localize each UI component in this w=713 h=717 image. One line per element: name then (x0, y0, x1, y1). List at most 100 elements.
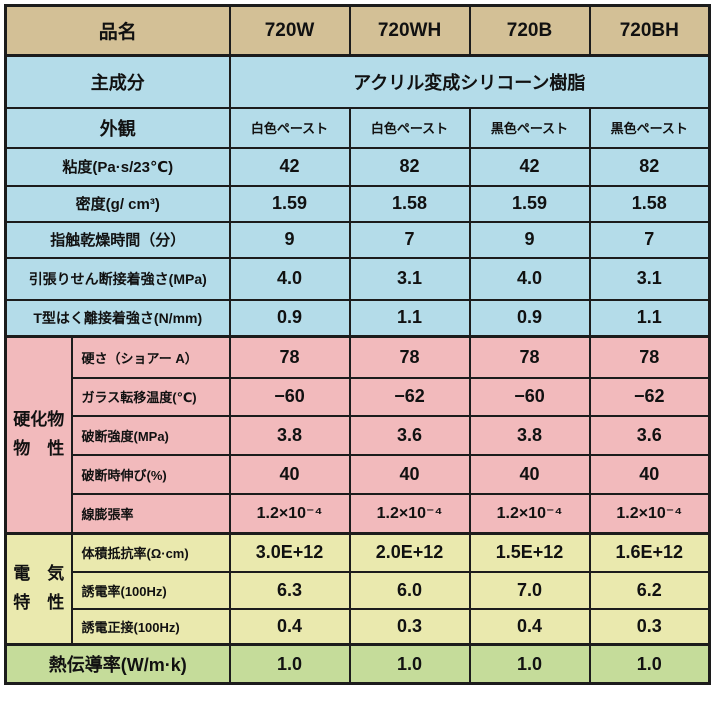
value-cell: 0.9 (468, 298, 591, 338)
row-elongation: 破断時伸び(%) 40 40 40 40 (6, 453, 711, 495)
row-label: 外観 (4, 106, 231, 149)
value-cell: 0.3 (588, 607, 711, 646)
value-cell: 82 (588, 146, 711, 187)
value-cell: 3.6 (588, 414, 711, 456)
row-t-peel-strength: T型はく離接着強さ(N/mm) 0.9 1.1 0.9 1.1 (4, 298, 711, 338)
value-cell: 1.58 (348, 184, 471, 223)
row-hardness: 硬化物 物 性 硬さ（ショアー A） 78 78 78 78 (4, 335, 711, 535)
value-cell: 1.0 (348, 643, 471, 685)
value-cell: 3.8 (228, 414, 351, 456)
row-label: T型はく離接着強さ(N/mm) (4, 298, 231, 338)
row-tack-free-time: 指触乾燥時間（分） 9 7 9 7 (4, 220, 711, 259)
row-label: 体積抵抗率(Ω·cm) (70, 532, 231, 573)
value-cell: 1.58 (588, 184, 711, 223)
group-label-line: 硬化物 (13, 410, 65, 430)
row-label: 誘電正接(100Hz) (70, 607, 231, 646)
value-cell: 78 (588, 335, 711, 379)
value-cell: 40 (348, 453, 471, 495)
group-label-line: 特 性 (13, 593, 65, 612)
value-cell: 3.1 (348, 256, 471, 301)
row-label: 線膨張率 (70, 492, 231, 535)
row-label: 破断強度(MPa) (70, 414, 231, 456)
row-label: 指触乾燥時間（分） (4, 220, 231, 259)
group-label-line: 物 性 (13, 439, 65, 458)
value-cell: 4.0 (228, 256, 351, 301)
value-cell: −62 (588, 376, 711, 417)
value-cell: 3.8 (468, 414, 591, 456)
value-cell: 1.59 (228, 184, 351, 223)
value-cell: 白色ペースト (228, 106, 351, 149)
product-name-label: 品名 (4, 4, 231, 57)
row-label: 密度(g/ cm³) (4, 184, 231, 223)
row-lap-shear-strength: 引張りせん断接着強さ(MPa) 4.0 3.1 4.0 3.1 (4, 256, 711, 301)
value-cell: 白色ペースト (348, 106, 471, 149)
product-header: 720B (468, 4, 591, 57)
value-cell: 0.9 (228, 298, 351, 338)
value-cell: 黒色ペースト (468, 106, 591, 149)
row-label: 誘電率(100Hz) (70, 570, 231, 610)
value-cell: 40 (228, 453, 351, 495)
row-volume-resistivity: 電 気 特 性 体積抵抗率(Ω·cm) 3.0E+12 2.0E+12 1.5E… (4, 532, 711, 646)
product-header: 720WH (348, 4, 471, 57)
value-cell: 1.0 (228, 643, 351, 685)
value-cell: 0.4 (228, 607, 351, 646)
value-cell: 6.3 (228, 570, 351, 610)
value-cell: 2.0E+12 (348, 532, 471, 573)
value-cell: 3.0E+12 (228, 532, 351, 573)
value-cell: 黒色ペースト (588, 106, 711, 149)
row-viscosity: 粘度(Pa·s/23℃) 42 82 42 82 (4, 146, 711, 187)
value-cell: −60 (228, 376, 351, 417)
value-cell: 1.1 (588, 298, 711, 338)
row-label: 主成分 (4, 54, 231, 109)
value-cell: 6.2 (588, 570, 711, 610)
value-cell: 0.4 (468, 607, 591, 646)
product-header: 720W (228, 4, 351, 57)
row-tensile-strength: 破断強度(MPa) 3.8 3.6 3.8 3.6 (6, 414, 711, 456)
value-cell: 40 (588, 453, 711, 495)
value-cell: 42 (228, 146, 351, 187)
value-cell: −62 (348, 376, 471, 417)
row-label: 引張りせん断接着強さ(MPa) (4, 256, 231, 301)
value-cell: 1.1 (348, 298, 471, 338)
row-dissipation-factor: 誘電正接(100Hz) 0.4 0.3 0.4 0.3 (6, 607, 711, 646)
value-cell: 1.2×10⁻⁴ (228, 492, 351, 535)
value-cell: 6.0 (348, 570, 471, 610)
value-cell: 7 (588, 220, 711, 259)
value-cell: 78 (348, 335, 471, 379)
value-cell: 78 (468, 335, 591, 379)
value-cell: 1.2×10⁻⁴ (348, 492, 471, 535)
row-label: ガラス転移温度(℃) (70, 376, 231, 417)
value-cell: 0.3 (348, 607, 471, 646)
value-cell: 7.0 (468, 570, 591, 610)
row-product-name: 品名 720W 720WH 720B 720BH (4, 4, 711, 57)
product-spec-table: 品名 720W 720WH 720B 720BH 主成分 アクリル変成シリコーン… (4, 4, 712, 685)
row-cte: 線膨張率 1.2×10⁻⁴ 1.2×10⁻⁴ 1.2×10⁻⁴ 1.2×10⁻⁴ (6, 492, 711, 535)
value-cell: 42 (468, 146, 591, 187)
value-cell: 3.1 (588, 256, 711, 301)
value-cell: 1.0 (588, 643, 711, 685)
row-main-component: 主成分 アクリル変成シリコーン樹脂 (4, 54, 711, 109)
value-cell: 82 (348, 146, 471, 187)
value-cell: 9 (228, 220, 351, 259)
group-label-electrical-properties: 電 気 特 性 (4, 532, 73, 646)
row-label: 硬さ（ショアー A） (70, 335, 231, 379)
value-cell: 1.0 (468, 643, 591, 685)
row-thermal-conductivity: 熱伝導率(W/m·k) 1.0 1.0 1.0 1.0 (4, 643, 711, 685)
value-cell: 4.0 (468, 256, 591, 301)
value-cell: 1.2×10⁻⁴ (468, 492, 591, 535)
row-permittivity: 誘電率(100Hz) 6.3 6.0 7.0 6.2 (6, 570, 711, 610)
value-cell: −60 (468, 376, 591, 417)
value-cell: 40 (468, 453, 591, 495)
row-label: 熱伝導率(W/m·k) (4, 643, 231, 685)
value-cell: 1.6E+12 (588, 532, 711, 573)
group-label-cured-properties: 硬化物 物 性 (4, 335, 73, 535)
value-cell: 1.5E+12 (468, 532, 591, 573)
value-cell: 9 (468, 220, 591, 259)
row-label: 粘度(Pa·s/23℃) (4, 146, 231, 187)
value-cell: 1.2×10⁻⁴ (588, 492, 711, 535)
row-glass-transition: ガラス転移温度(℃) −60 −62 −60 −62 (6, 376, 711, 417)
value-cell: 3.6 (348, 414, 471, 456)
value-cell: アクリル変成シリコーン樹脂 (228, 54, 711, 109)
group-label-line: 電 気 (13, 564, 65, 584)
value-cell: 1.59 (468, 184, 591, 223)
